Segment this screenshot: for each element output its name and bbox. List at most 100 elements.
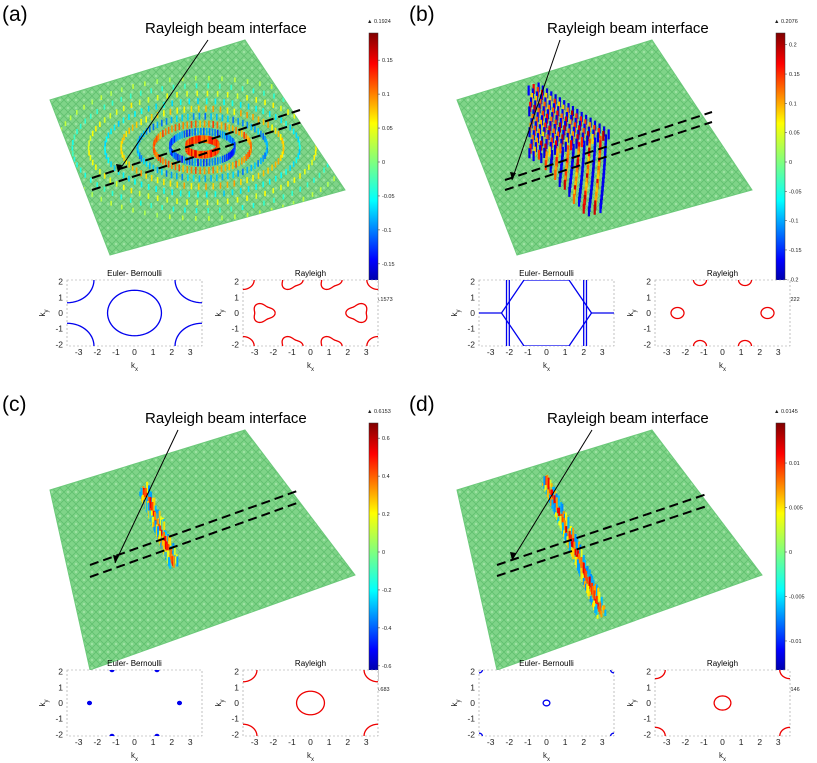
dispersion-curves [86, 670, 183, 736]
x-tick-label: 3 [364, 737, 369, 747]
interface-title: Rayleigh beam interface [547, 410, 709, 427]
colorbar-tick-label: 0.15 [382, 58, 393, 64]
colorbar-tick-label: -0.1 [382, 228, 391, 234]
x-tick-label: 3 [776, 737, 781, 747]
colorbar-tick-label: 0 [789, 550, 792, 556]
x-axis-label: kx [307, 361, 314, 373]
y-axis-label: ky [214, 310, 226, 317]
x-tick-label: -2 [270, 347, 278, 357]
y-tick-label: -2 [643, 729, 651, 739]
colorbar-tick-label: -0.15 [382, 262, 395, 268]
interface-dashed-line [89, 489, 301, 566]
y-tick-label: -1 [55, 324, 63, 334]
dispersion-curves [479, 670, 614, 736]
y-tick-label: 0 [646, 308, 651, 318]
y-axis-label: ky [450, 310, 462, 317]
dispersion-curves [655, 670, 790, 736]
colorbar [368, 422, 379, 682]
x-tick-label: 3 [364, 347, 369, 357]
y-tick-label: 2 [58, 277, 63, 287]
y-tick-label: 0 [470, 308, 475, 318]
colorbar [775, 32, 786, 292]
panel-b: (b)Rayleigh beam interface▲ 0.2076▼ -0.2… [409, 3, 802, 373]
x-tick-label: 1 [327, 737, 332, 747]
dispersion-curves [243, 280, 378, 346]
colorbar-tick-label: 0.15 [789, 72, 800, 78]
dispersion-title: Euler- Bernoulli [519, 659, 574, 668]
y-tick-label: 0 [58, 308, 63, 318]
y-tick-label: -2 [231, 339, 239, 349]
x-tick-label: 2 [757, 347, 762, 357]
x-tick-label: -2 [94, 737, 102, 747]
x-axis-label: kx [543, 751, 550, 763]
x-tick-label: -1 [288, 347, 296, 357]
y-tick-label: 0 [470, 698, 475, 708]
x-tick-label: -3 [251, 347, 259, 357]
dispersion-title: Euler- Bernoulli [519, 269, 574, 278]
x-tick-label: 2 [345, 737, 350, 747]
x-tick-label: -1 [524, 347, 532, 357]
y-tick-label: 2 [470, 277, 475, 287]
y-tick-label: -2 [55, 729, 63, 739]
x-tick-label: 3 [776, 347, 781, 357]
plate-mesh [456, 429, 763, 671]
interface-title: Rayleigh beam interface [145, 410, 307, 427]
colorbar-tick-label: 0 [789, 160, 792, 166]
dispersion-title: Rayleigh [707, 659, 738, 668]
colorbar-tick-label: -0.1 [789, 219, 798, 225]
colorbar-tick-label: 0.2 [789, 43, 797, 49]
x-tick-label: 2 [345, 347, 350, 357]
colorbar-tick-label: -0.2 [382, 588, 391, 594]
colorbar-tick-label: 0.6 [382, 436, 390, 442]
dispersion-plot: Rayleigh -3 -2 -1 0 1 2 3 2 1 0 -1 -2 kx ky [626, 269, 791, 373]
y-tick-label: 1 [58, 682, 63, 692]
colorbar-tick-label: 0.005 [789, 506, 803, 512]
x-tick-label: 0 [132, 347, 137, 357]
x-tick-label: -2 [506, 347, 514, 357]
colorbar-tick-label: 0.01 [789, 461, 800, 467]
colorbar-tick-label: -0.4 [382, 626, 391, 632]
colorbar-max-label: ▲ 0.6153 [367, 409, 391, 415]
interface-dashed-line [504, 121, 713, 191]
panel-a: (a) Rayleigh beam interface ▲ 0.1924 ▼ -0.1… [2, 3, 395, 373]
dispersion-title: Rayleigh [295, 659, 326, 668]
y-tick-label: 1 [234, 682, 239, 692]
x-tick-label: 0 [720, 347, 725, 357]
dispersion-plot: Rayleigh -3 -2 -1 0 1 2 3 2 1 0 -1 -2 kx ky [214, 659, 379, 763]
dispersion-curves [479, 280, 614, 346]
arrow-head [510, 172, 516, 180]
dispersion-curves [243, 670, 378, 736]
x-tick-label: -3 [487, 347, 495, 357]
x-axis-label: kx [543, 361, 550, 373]
y-tick-label: 1 [646, 292, 651, 302]
colorbar [775, 422, 786, 682]
colorbar-max-label: ▲ 0.2076 [774, 19, 798, 25]
y-tick-label: -1 [467, 714, 475, 724]
x-tick-label: -1 [288, 737, 296, 747]
dispersion-curves [670, 280, 775, 346]
x-axis-label: kx [131, 361, 138, 373]
y-tick-label: 2 [234, 277, 239, 287]
x-tick-label: -2 [506, 737, 514, 747]
x-tick-label: 2 [757, 737, 762, 747]
panel-label: (d) [409, 393, 435, 416]
x-tick-label: -1 [524, 737, 532, 747]
colorbar-tick-label: -0.01 [789, 639, 802, 645]
arrow-head [116, 164, 122, 172]
colorbar-tick-label: -0.15 [789, 248, 802, 254]
x-tick-label: -2 [94, 347, 102, 357]
colorbar-tick-label: 0.05 [382, 126, 393, 132]
y-tick-label: 1 [470, 292, 475, 302]
colorbar-tick-label: -0.6 [382, 664, 391, 670]
dispersion-title: Rayleigh [707, 269, 738, 278]
arrow-head [510, 552, 516, 560]
colorbar-max-label: ▲ 0.0145 [774, 409, 798, 415]
interface-dashed-line [504, 111, 713, 181]
x-tick-label: -3 [75, 347, 83, 357]
panel-label: (c) [2, 393, 27, 416]
y-tick-label: 0 [234, 308, 239, 318]
colorbar-tick-label: -0.005 [789, 594, 805, 600]
panel-d: (d)Rayleigh beam interface▲ 0.0145▼ -0.0… [409, 393, 805, 763]
dispersion-plot: Euler- Bernoulli -3 -2 -1 0 1 2 3 2 1 0 -1 -2 kx ky [38, 659, 203, 763]
y-tick-label: 0 [234, 698, 239, 708]
